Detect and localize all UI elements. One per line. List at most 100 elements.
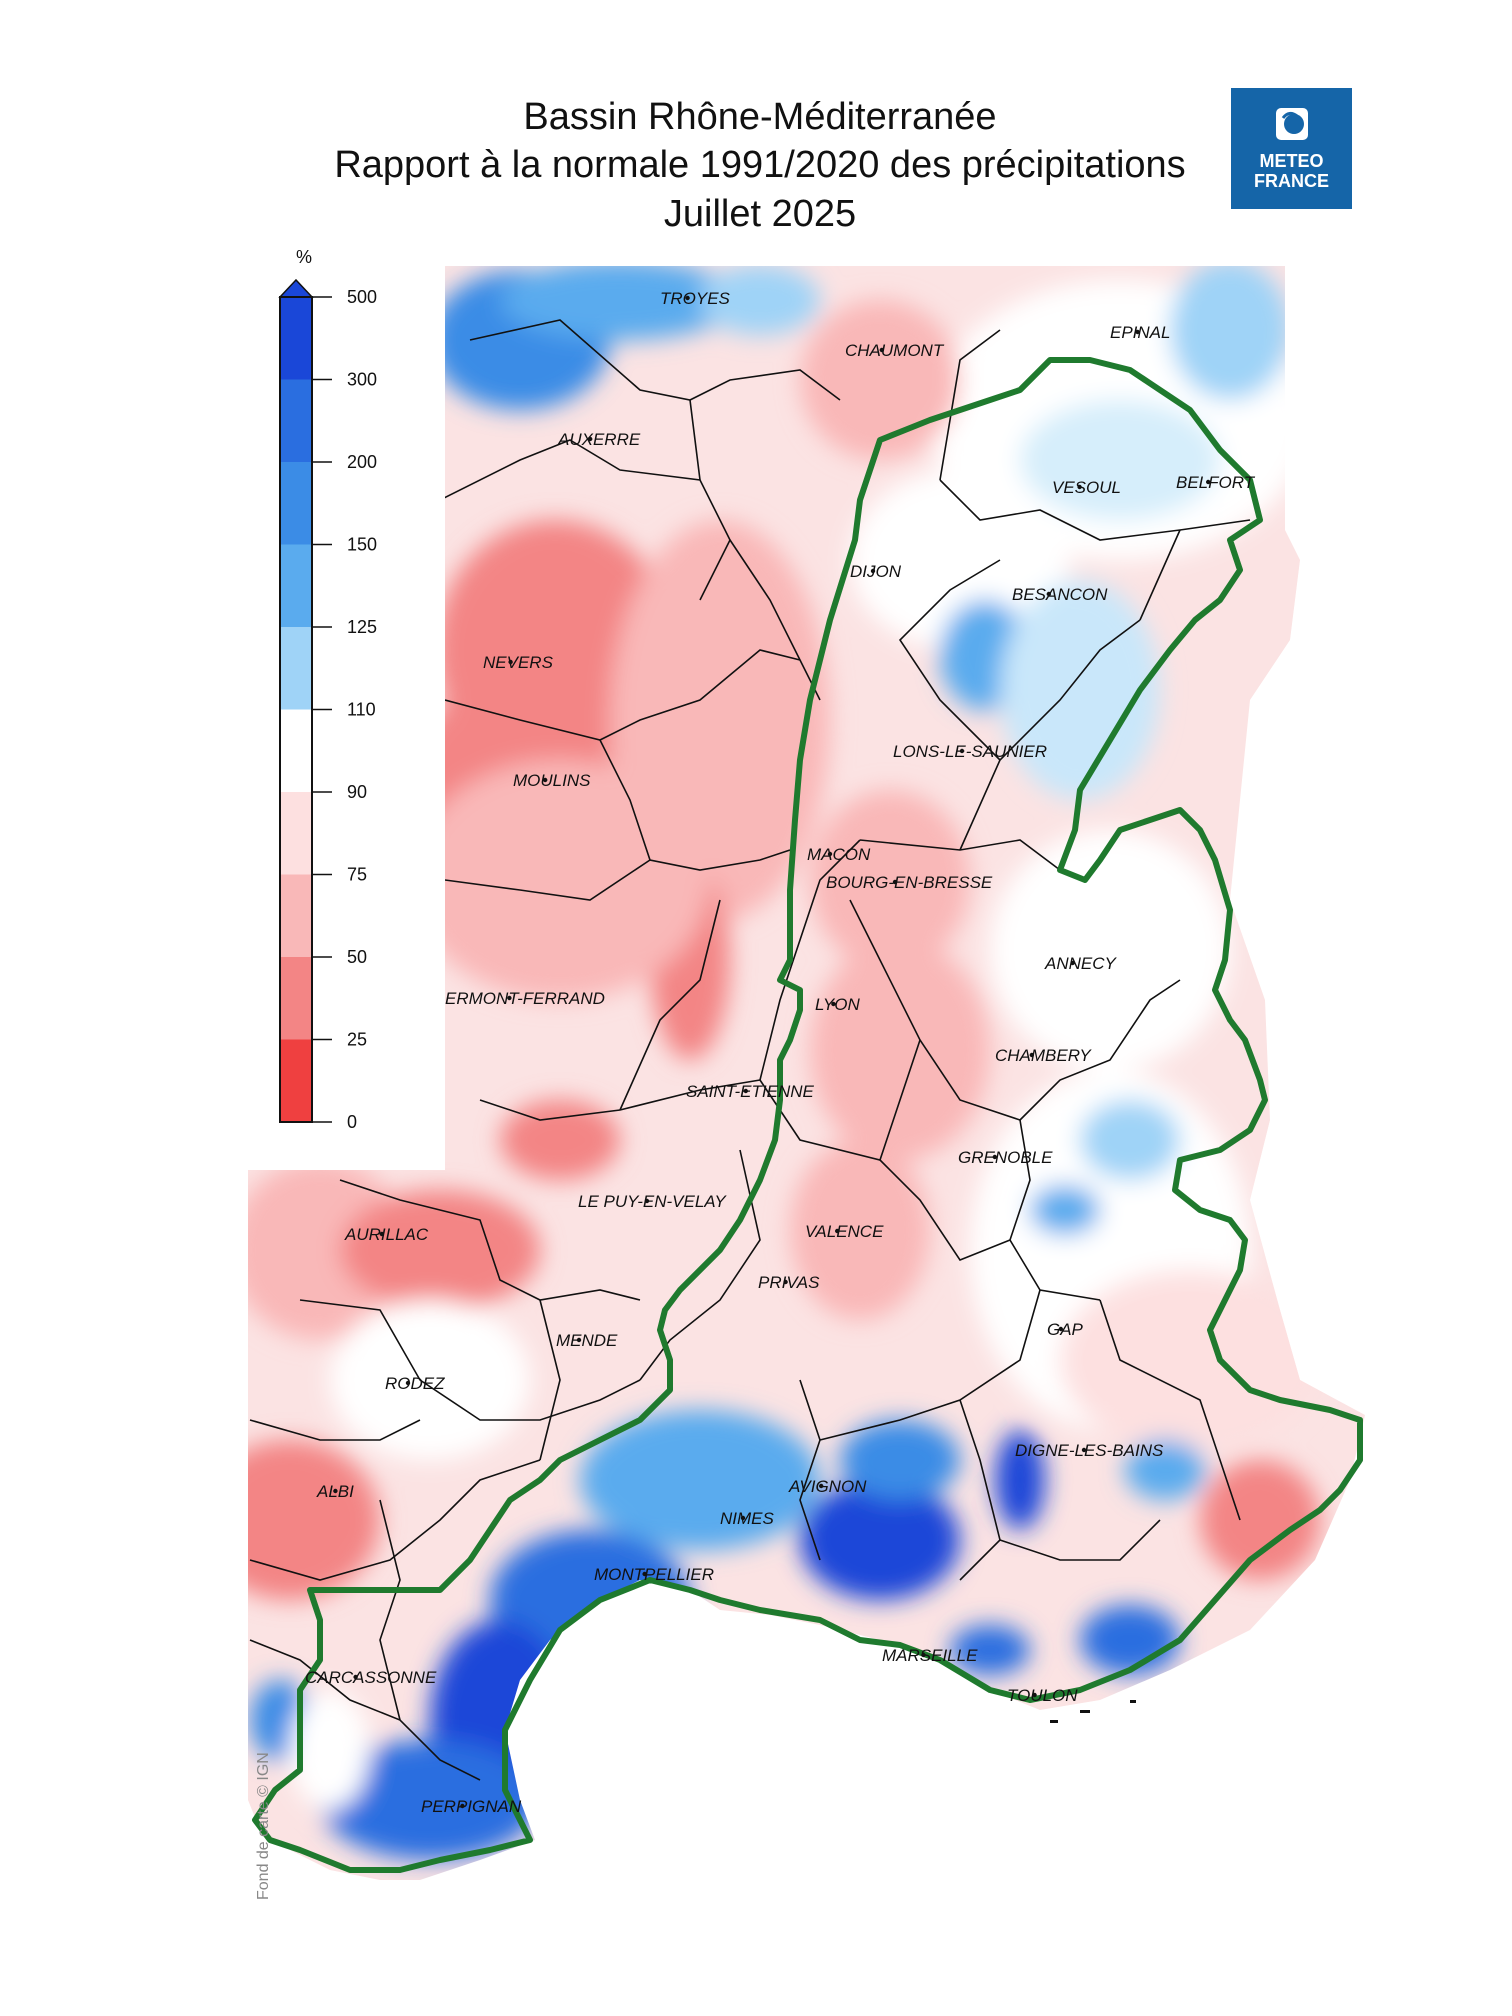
legend-bin bbox=[280, 297, 312, 380]
legend-tick-label: 50 bbox=[347, 947, 367, 967]
city-label-besancon: BESANCON bbox=[1012, 585, 1108, 604]
city-marker-belfort bbox=[1206, 479, 1211, 485]
logo-text-france: FRANCE bbox=[1254, 171, 1329, 191]
city-marker-besancon bbox=[1046, 591, 1052, 597]
coastal-islands bbox=[1050, 1700, 1136, 1723]
meteo-france-logo: METEO FRANCE bbox=[1231, 88, 1352, 209]
city-marker-nimes bbox=[740, 1515, 746, 1521]
legend-tick-label: 125 bbox=[347, 617, 377, 637]
city-label-lons: LONS-LE-SAUNIER bbox=[893, 742, 1047, 761]
legend-bin bbox=[280, 379, 312, 462]
city-label-marseille: MARSEILLE bbox=[882, 1646, 978, 1665]
legend-bin bbox=[280, 957, 312, 1040]
city-marker-annecy bbox=[1070, 960, 1075, 966]
city-marker-dijon bbox=[870, 568, 876, 574]
legend-unit: % bbox=[296, 247, 312, 267]
legend-tick-label: 500 bbox=[347, 287, 377, 307]
city-label-grenoble: GRENOBLE bbox=[958, 1148, 1053, 1167]
city-marker-toulon bbox=[1032, 1692, 1037, 1698]
city-label-dijon: DIJON bbox=[850, 562, 902, 581]
city-marker-lepuy bbox=[644, 1198, 650, 1204]
city-marker-moulins bbox=[543, 777, 548, 783]
city-label-nevers: NEVERS bbox=[483, 653, 554, 672]
city-marker-nevers bbox=[508, 659, 513, 665]
city-label-belfort: BELFORT bbox=[1176, 473, 1256, 492]
city-marker-carcassonne bbox=[353, 1674, 358, 1680]
legend-tick-label: 90 bbox=[347, 782, 367, 802]
city-marker-vesoul bbox=[1077, 484, 1082, 490]
city-marker-avignon bbox=[819, 1483, 824, 1489]
department-borders bbox=[249, 319, 1251, 1781]
city-label-rodez: RODEZ bbox=[385, 1374, 445, 1393]
legend-bin bbox=[280, 462, 312, 545]
city-label-montpellier: MONTPELLIER bbox=[594, 1565, 714, 1584]
city-label-lepuy: LE PUY-EN-VELAY bbox=[578, 1192, 727, 1211]
city-label-saintetienne: SAINT-ETIENNE bbox=[686, 1082, 815, 1101]
city-label-gap: GAP bbox=[1047, 1320, 1084, 1339]
city-marker-perpignan bbox=[460, 1803, 465, 1809]
city-marker-auxerre bbox=[588, 436, 593, 442]
basin-outline bbox=[252, 357, 1363, 1873]
city-label-clermont: ERMONT-FERRAND bbox=[445, 989, 605, 1008]
city-marker-aurillac bbox=[379, 1231, 384, 1237]
city-marker-epinal bbox=[1135, 329, 1140, 335]
legend-bin bbox=[280, 792, 312, 875]
city-label-bourg: BOURG-EN-BRESSE bbox=[826, 873, 993, 892]
legend-panel: % 500 300 200 150 125 110 90 75 50 25 0 bbox=[240, 247, 445, 1170]
city-label-carcassonne: CARCASSONNE bbox=[305, 1668, 437, 1687]
city-marker-privas bbox=[783, 1279, 788, 1285]
city-marker-macon bbox=[827, 851, 833, 857]
city-marker-lyon bbox=[831, 1001, 836, 1007]
city-label-auxerre: AUXERRE bbox=[557, 430, 641, 449]
city-marker-grenoble bbox=[992, 1154, 997, 1160]
legend-tick-label: 200 bbox=[347, 452, 377, 472]
meteo-france-logo-icon bbox=[1276, 108, 1308, 140]
city-label-chambery: CHAMBERY bbox=[995, 1046, 1092, 1065]
map-subtitle: Rapport à la normale 1991/2020 des préci… bbox=[334, 144, 1186, 186]
legend-tick-label: 110 bbox=[347, 700, 376, 720]
legend-bin bbox=[280, 544, 312, 627]
city-label-digne: DIGNE-LES-BAINS bbox=[1015, 1441, 1164, 1460]
city-label-annecy: ANNECY bbox=[1044, 954, 1118, 973]
city-label-mende: MENDE bbox=[556, 1331, 618, 1350]
city-label-lyon: LYON bbox=[815, 995, 860, 1014]
map-title: Bassin Rhône-Méditerranée bbox=[523, 96, 997, 138]
city-label-vesoul: VESOUL bbox=[1052, 478, 1121, 497]
city-label-toulon: TOULON bbox=[1007, 1686, 1078, 1705]
city-label-avignon: AVIGNON bbox=[788, 1477, 867, 1496]
city-marker-saintetienne bbox=[743, 1088, 748, 1094]
legend-bin bbox=[280, 627, 312, 710]
city-label-aurillac: AURILLAC bbox=[344, 1225, 429, 1244]
city-label-macon: MACON bbox=[807, 845, 871, 864]
city-marker-mende bbox=[576, 1337, 582, 1343]
legend-bin bbox=[280, 1039, 312, 1122]
city-marker-chambery bbox=[1029, 1052, 1035, 1058]
map-credit: Fond de carte © IGN bbox=[255, 1752, 272, 1900]
city-label-privas: PRIVAS bbox=[758, 1273, 820, 1292]
city-labels: TROYES CHAUMONT EPINAL AUXERRE VESOUL BELFORT… bbox=[305, 289, 1256, 1816]
legend-tick-label: 0 bbox=[347, 1112, 357, 1132]
city-marker-chaumont bbox=[879, 347, 884, 353]
city-label-epinal: EPINAL bbox=[1110, 323, 1170, 342]
city-marker-rodez bbox=[405, 1380, 411, 1386]
legend-tick-label: 25 bbox=[347, 1030, 367, 1050]
city-marker-gap bbox=[1058, 1326, 1064, 1332]
legend-tick-label: 75 bbox=[347, 865, 367, 885]
city-marker-lons bbox=[959, 748, 965, 754]
city-label-perpignan: PERPIGNAN bbox=[421, 1797, 522, 1816]
city-label-troyes: TROYES bbox=[660, 289, 731, 308]
city-marker-valence bbox=[835, 1228, 840, 1234]
legend-bin bbox=[280, 874, 312, 957]
city-marker-marseille bbox=[921, 1652, 926, 1658]
city-label-chaumont: CHAUMONT bbox=[845, 341, 945, 360]
city-marker-montpellier bbox=[642, 1571, 647, 1577]
legend-tick-label: 300 bbox=[347, 370, 377, 390]
city-marker-troyes bbox=[685, 295, 690, 301]
map-period: Juillet 2025 bbox=[663, 193, 857, 235]
legend-bin bbox=[280, 709, 312, 792]
city-marker-digne bbox=[1081, 1447, 1087, 1453]
city-marker-bourg bbox=[892, 879, 898, 885]
city-marker-clermont bbox=[507, 995, 512, 1001]
city-label-nimes: NIMES bbox=[720, 1509, 775, 1528]
